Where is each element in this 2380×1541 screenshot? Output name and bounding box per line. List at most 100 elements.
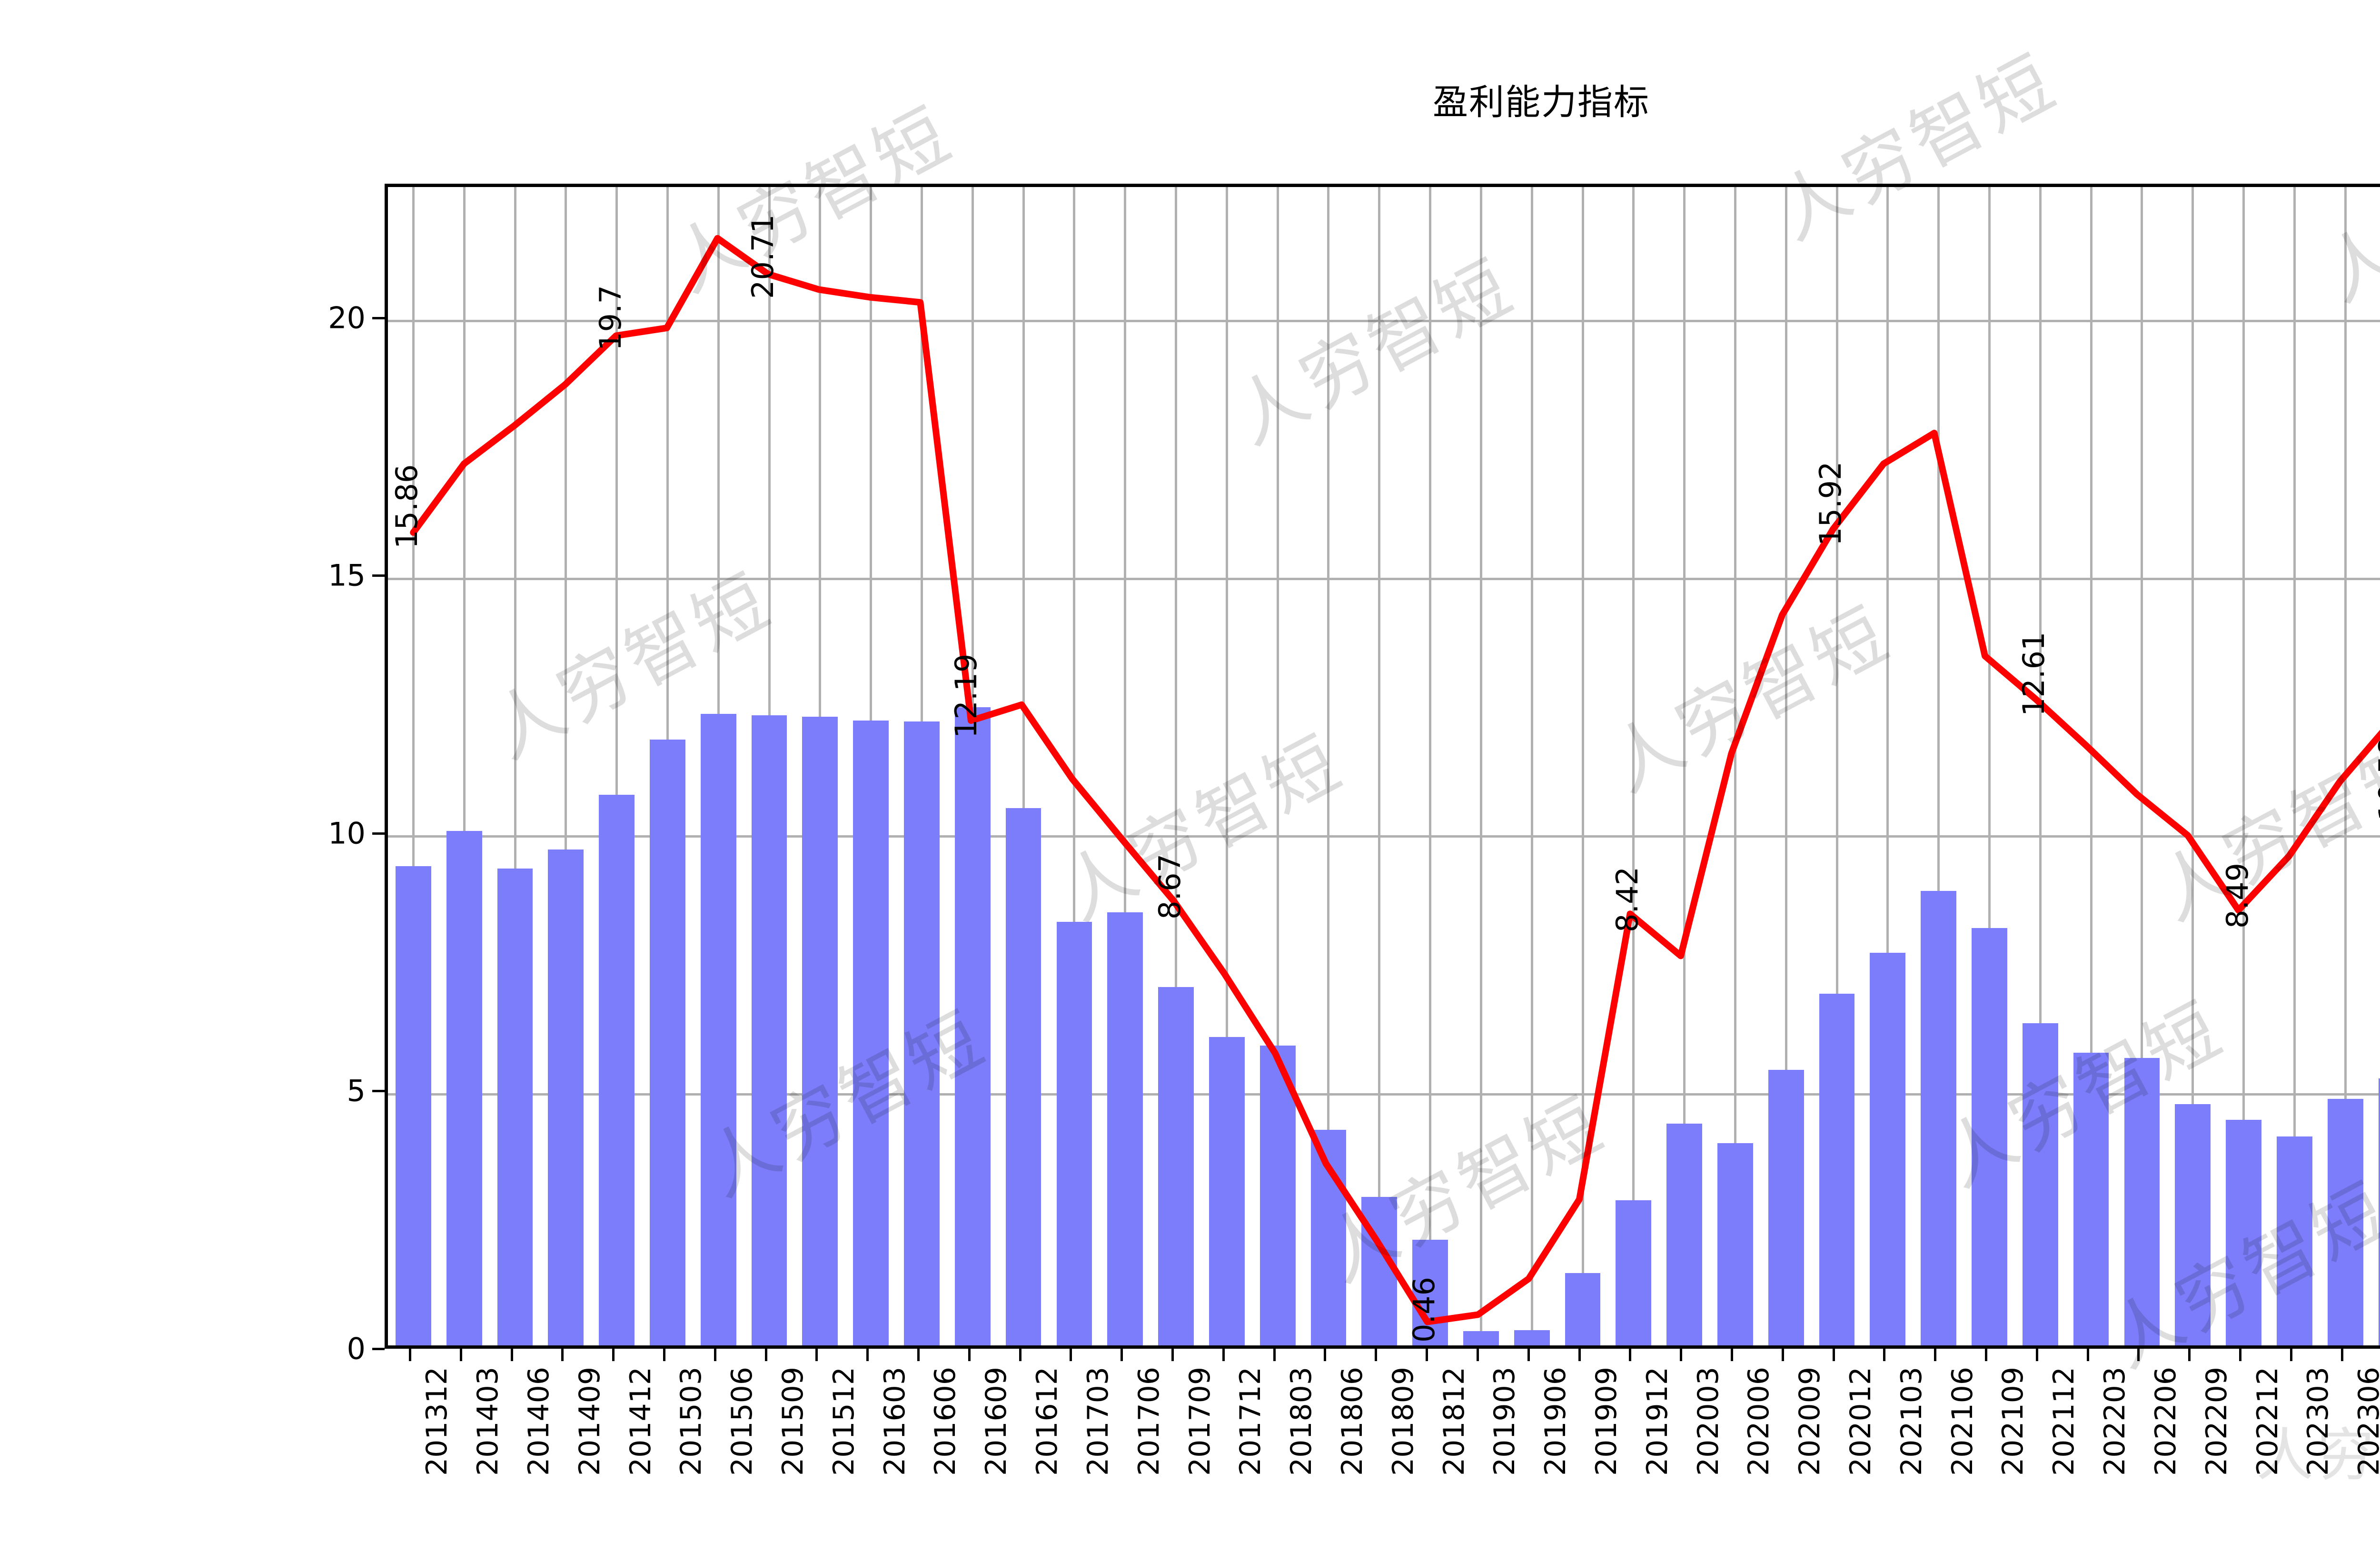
- x-axis-tick-mark: [1070, 1349, 1072, 1361]
- bar: [904, 721, 940, 1345]
- bar: [1921, 890, 1957, 1345]
- x-axis-tick-label: 202112: [2047, 1367, 2081, 1476]
- vertical-gridline: [2293, 187, 2296, 1345]
- roe-line-path: [410, 235, 2380, 1325]
- x-axis-tick-label: 201712: [1234, 1367, 1268, 1476]
- bar: [2226, 1119, 2261, 1345]
- x-axis-tick-mark: [1629, 1349, 1632, 1361]
- horizontal-gridline: [388, 835, 2380, 838]
- horizontal-gridline: [388, 320, 2380, 323]
- x-axis-tick-label: 202206: [2149, 1367, 2182, 1476]
- x-axis-tick-mark: [2137, 1349, 2140, 1361]
- bar: [2327, 1099, 2363, 1345]
- vertical-gridline: [1835, 187, 1838, 1345]
- x-axis-tick-label: 201509: [776, 1367, 810, 1476]
- x-axis-tick-mark: [2239, 1349, 2241, 1361]
- bar: [1463, 1331, 1499, 1345]
- x-axis-tick-mark: [1121, 1349, 1123, 1361]
- x-axis-tick-label: 202103: [1894, 1367, 1928, 1476]
- x-axis-tick-mark: [1476, 1349, 1479, 1361]
- bar: [1768, 1069, 1804, 1345]
- plot-inner: [388, 187, 2380, 1345]
- bar: [751, 715, 787, 1345]
- data-value-label: 15.92: [1813, 461, 1848, 546]
- vertical-gridline: [1937, 187, 1940, 1345]
- vertical-gridline: [2039, 187, 2042, 1345]
- bar: [1972, 928, 2007, 1345]
- bar: [650, 740, 685, 1345]
- x-axis-tick-label: 201703: [1081, 1367, 1115, 1476]
- x-axis-tick-mark: [2086, 1349, 2089, 1361]
- x-axis-tick-mark: [2340, 1349, 2343, 1361]
- bar: [1412, 1239, 1448, 1345]
- bar: [1565, 1273, 1601, 1345]
- x-axis-tick-label: 202106: [1945, 1367, 1979, 1476]
- x-axis-tick-label: 201603: [878, 1367, 912, 1476]
- vertical-gridline: [412, 187, 415, 1345]
- x-axis-tick-mark: [408, 1349, 411, 1361]
- bar: [1717, 1143, 1753, 1345]
- x-axis-tick-mark: [1730, 1349, 1733, 1361]
- bar: [396, 866, 431, 1345]
- bar: [1616, 1200, 1652, 1345]
- data-value-label: 20.71: [745, 214, 781, 299]
- vertical-gridline: [1479, 187, 1482, 1345]
- x-axis-tick-mark: [459, 1349, 462, 1361]
- data-value-label: 19.7: [593, 285, 628, 351]
- bar: [1056, 921, 1092, 1345]
- bar: [497, 869, 533, 1345]
- x-axis-tick-label: 202006: [1742, 1367, 1776, 1476]
- x-axis-tick-mark: [1171, 1349, 1174, 1361]
- vertical-gridline: [1124, 187, 1127, 1345]
- vertical-gridline: [1429, 187, 1432, 1345]
- bar: [1514, 1330, 1550, 1345]
- bar: [2276, 1136, 2312, 1345]
- x-axis-tick-mark: [1375, 1349, 1378, 1361]
- bar: [1005, 808, 1041, 1345]
- x-axis-tick-label: 201506: [725, 1367, 759, 1476]
- vertical-gridline: [565, 187, 567, 1345]
- y-axis-tick-mark: [372, 832, 385, 835]
- bar: [1870, 952, 1906, 1345]
- bar: [548, 849, 584, 1345]
- vertical-gridline: [615, 187, 618, 1345]
- x-axis-tick-mark: [866, 1349, 869, 1361]
- vertical-gridline: [1378, 187, 1381, 1345]
- x-axis-tick-label: 201606: [929, 1367, 962, 1476]
- x-axis-tick-label: 202306: [2352, 1367, 2380, 1476]
- x-axis-tick-mark: [1832, 1349, 1835, 1361]
- x-axis-tick-label: 201803: [1285, 1367, 1319, 1476]
- x-axis-tick-label: 201409: [573, 1367, 606, 1476]
- x-axis-tick-mark: [917, 1349, 920, 1361]
- x-axis-tick-mark: [2035, 1349, 2038, 1361]
- bar: [2378, 1078, 2380, 1345]
- x-axis-tick-label: 201906: [1539, 1367, 1573, 1476]
- bar: [1209, 1037, 1245, 1345]
- data-value-label: 8.42: [1609, 866, 1645, 932]
- x-axis-tick-label: 201609: [980, 1367, 1013, 1476]
- x-axis-tick-mark: [2290, 1349, 2292, 1361]
- x-axis-tick-mark: [1273, 1349, 1276, 1361]
- x-axis-tick-label: 201812: [1437, 1367, 1471, 1476]
- page-title: 盈利能力指标: [1433, 82, 1650, 123]
- x-axis-tick-mark: [1781, 1349, 1784, 1361]
- x-axis-tick-label: 201909: [1590, 1367, 1623, 1476]
- vertical-gridline: [2090, 187, 2092, 1345]
- x-axis-tick-mark: [510, 1349, 513, 1361]
- bar: [1666, 1124, 1702, 1345]
- line-series-roe: [410, 235, 2380, 1325]
- x-axis-tick-mark: [561, 1349, 564, 1361]
- x-axis-tick-mark: [1324, 1349, 1327, 1361]
- x-axis-tick-label: 201312: [420, 1367, 454, 1476]
- x-axis-tick-label: 202209: [2200, 1367, 2233, 1476]
- bar: [1107, 912, 1143, 1345]
- x-axis-tick-label: 201412: [624, 1367, 657, 1476]
- x-axis-tick-label: 202212: [2251, 1367, 2284, 1476]
- bar: [1819, 994, 1855, 1345]
- bar: [1259, 1045, 1296, 1345]
- x-axis-tick-label: 201612: [1031, 1367, 1064, 1476]
- vertical-gridline: [2242, 187, 2245, 1345]
- bar: [802, 716, 838, 1345]
- vertical-gridline: [463, 187, 466, 1345]
- x-axis-tick-label: 201706: [1132, 1367, 1166, 1476]
